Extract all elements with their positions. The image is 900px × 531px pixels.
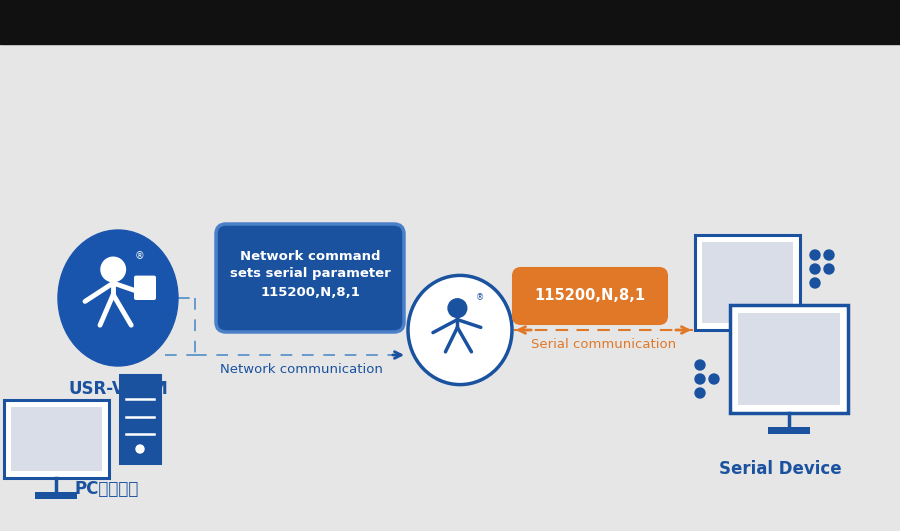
Text: USR-VCOM: USR-VCOM (68, 380, 168, 398)
Circle shape (824, 264, 834, 274)
Bar (11, 407, 102, 471)
Text: 115200,N,8,1: 115200,N,8,1 (260, 286, 360, 298)
Circle shape (101, 257, 125, 281)
Text: Network command: Network command (239, 250, 380, 262)
FancyBboxPatch shape (134, 276, 156, 300)
FancyBboxPatch shape (513, 268, 667, 324)
Bar (4, 400, 109, 478)
Circle shape (709, 374, 719, 384)
Bar (730, 305, 848, 413)
Bar (738, 313, 840, 405)
Bar (729, 342, 765, 348)
Text: 115200,N,8,1: 115200,N,8,1 (535, 288, 645, 304)
Circle shape (810, 278, 820, 288)
Text: Serial communication: Serial communication (531, 338, 676, 351)
Bar (0, 0, 900, 44)
Bar (35, 492, 77, 499)
Circle shape (695, 374, 705, 384)
Circle shape (695, 388, 705, 398)
Bar (702, 242, 793, 323)
Text: PC控制软件: PC控制软件 (75, 480, 140, 498)
FancyBboxPatch shape (216, 224, 404, 332)
Ellipse shape (408, 276, 512, 384)
Text: ®: ® (475, 293, 484, 302)
Text: ®: ® (134, 251, 144, 261)
Text: Serial Device: Serial Device (719, 460, 842, 478)
Text: Network communication: Network communication (220, 363, 382, 376)
Text: sets serial parameter: sets serial parameter (230, 268, 391, 280)
Circle shape (810, 264, 820, 274)
Ellipse shape (58, 230, 178, 366)
Circle shape (136, 445, 144, 453)
Bar (768, 427, 810, 434)
Bar (695, 235, 800, 330)
Bar (120, 375, 160, 463)
Circle shape (695, 360, 705, 370)
Circle shape (448, 299, 467, 318)
Circle shape (824, 250, 834, 260)
Circle shape (810, 250, 820, 260)
